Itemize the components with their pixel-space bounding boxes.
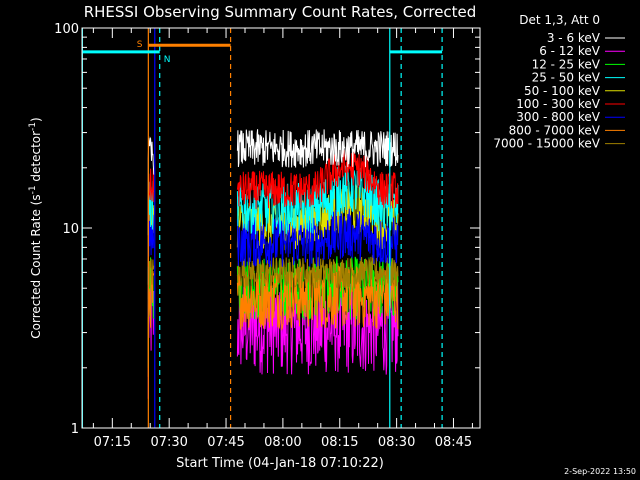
x-tick-label-0: 07:15 [94,435,131,450]
axis-layer: 07:15 07:30 07:45 08:00 08:15 08:30 08:45 1 10 10… [54,22,480,450]
x-tick-label-4: 08:15 [321,435,358,450]
series-line-3-6-kev-seg1 [236,129,399,168]
legend-label-800-7000-kev: 800 - 7000 keV [509,123,601,137]
x-tick-label-3: 08:00 [264,435,301,450]
y-tick-label-1: 10 [62,222,79,237]
series-line-300-800-kev-seg1 [236,208,399,268]
x-tick-label-2: 07:45 [207,435,244,450]
series-line-800-7000-kev-seg1 [236,265,399,331]
legend-header: Det 1,3, Att 0 [519,13,600,27]
chart-title: RHESSI Observing Summary Count Rates, Co… [84,3,477,21]
legend-label-300-800-kev: 300 - 800 keV [516,110,600,124]
series-line-100-300-kev-seg1 [236,149,399,210]
x-axis-label: Start Time (04-Jan-18 07:10:22) [176,456,384,471]
x-tick-label-6: 08:45 [435,435,472,450]
legend-label-25-50-kev: 25 - 50 keV [532,71,601,85]
y-tick-label-0: 1 [71,422,79,437]
legend-label-6-12-kev: 6 - 12 keV [539,44,601,58]
series-line-7000-15000-kev-seg1 [236,254,399,289]
annotation-label-N: N [164,55,171,65]
y-label-sup-2: -1 [28,122,38,131]
annotation-layer: SN [81,28,443,428]
series-line-6-12-kev-seg1 [236,279,399,375]
legend-label-7000-15000-kev: 7000 - 15000 keV [493,137,600,151]
y-tick-label-2: 100 [54,22,79,37]
legend-label-12-25-kev: 12 - 25 keV [532,57,601,71]
y-label-mid: detector [29,131,43,186]
y-axis-label: Corrected Count Rate (s-1 detector-1) [28,117,43,338]
series-line-25-50-kev-seg1 [236,164,399,235]
annotation-label-S: S [137,40,143,50]
legend-label-3-6-kev: 3 - 6 keV [547,31,601,45]
x-tick-label-1: 07:30 [150,435,187,450]
plot-frame [81,27,481,429]
legend-label-100-300-kev: 100 - 300 keV [516,97,600,111]
y-label-sup-1: -1 [28,185,38,194]
x-tick-label-5: 08:30 [378,435,415,450]
y-label-end: ) [29,117,43,122]
footer-timestamp: 2-Sep-2022 13:50 [564,467,636,476]
legend-label-50-100-kev: 50 - 100 keV [524,84,601,98]
y-label-main: Corrected Count Rate (s [29,194,43,338]
